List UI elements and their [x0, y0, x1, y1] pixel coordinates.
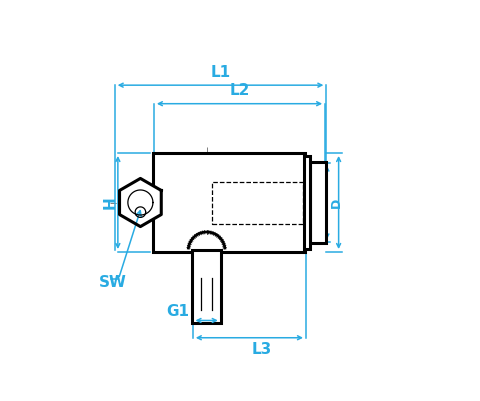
Text: L1: L1 — [210, 65, 230, 80]
Bar — [304, 156, 310, 249]
Bar — [310, 162, 325, 243]
Text: G2: G2 — [319, 193, 332, 212]
Text: G1: G1 — [166, 304, 189, 319]
Text: SW: SW — [98, 275, 126, 290]
Text: L2: L2 — [229, 83, 250, 98]
Text: H: H — [103, 196, 118, 209]
Text: L3: L3 — [252, 342, 272, 357]
Bar — [192, 250, 221, 323]
Polygon shape — [120, 178, 161, 227]
Text: D: D — [330, 197, 343, 208]
Text: NW: NW — [310, 190, 323, 215]
Bar — [154, 153, 305, 252]
